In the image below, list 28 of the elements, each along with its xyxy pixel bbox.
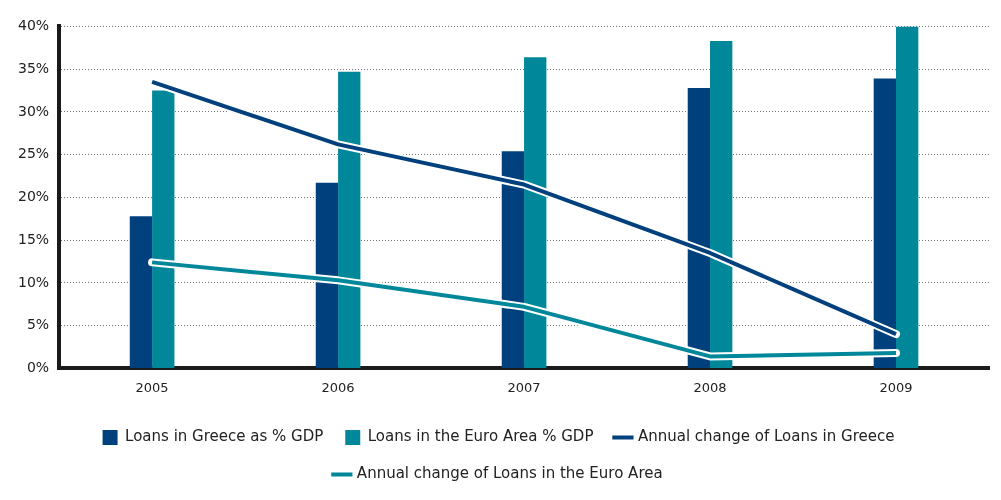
bar (501, 151, 525, 368)
bar (129, 216, 153, 368)
y-tick-label: 20% (17, 188, 50, 205)
bar (710, 40, 733, 368)
y-tick-label: 15% (17, 230, 50, 247)
y-tick-label: 5% (26, 316, 50, 333)
bar (152, 90, 175, 368)
x-tick-label: 2005 (135, 379, 169, 395)
bar (687, 87, 711, 368)
bar (524, 57, 547, 368)
bar (873, 78, 897, 368)
legend-label: Loans in Greece as % GDP (125, 427, 324, 446)
bar (315, 182, 339, 368)
bar (338, 71, 361, 368)
x-tick-label: 2008 (693, 379, 727, 395)
y-tick-label: 30% (17, 102, 50, 119)
y-tick-label: 0% (26, 359, 50, 376)
x-tick-label: 2009 (879, 379, 913, 395)
y-tick-label: 40% (17, 17, 50, 34)
legend-label: Annual change of Loans in the Euro Area (356, 464, 663, 483)
x-tick-label: 2006 (321, 379, 355, 395)
legend-label: Loans in the Euro Area % GDP (367, 427, 594, 446)
bar (896, 26, 919, 368)
y-tick-label: 35% (17, 59, 50, 76)
y-tick-label: 25% (17, 145, 50, 162)
y-tick-label: 10% (17, 273, 50, 290)
legend-label: Annual change of Loans in Greece (637, 427, 895, 446)
x-tick-label: 2007 (507, 379, 541, 395)
